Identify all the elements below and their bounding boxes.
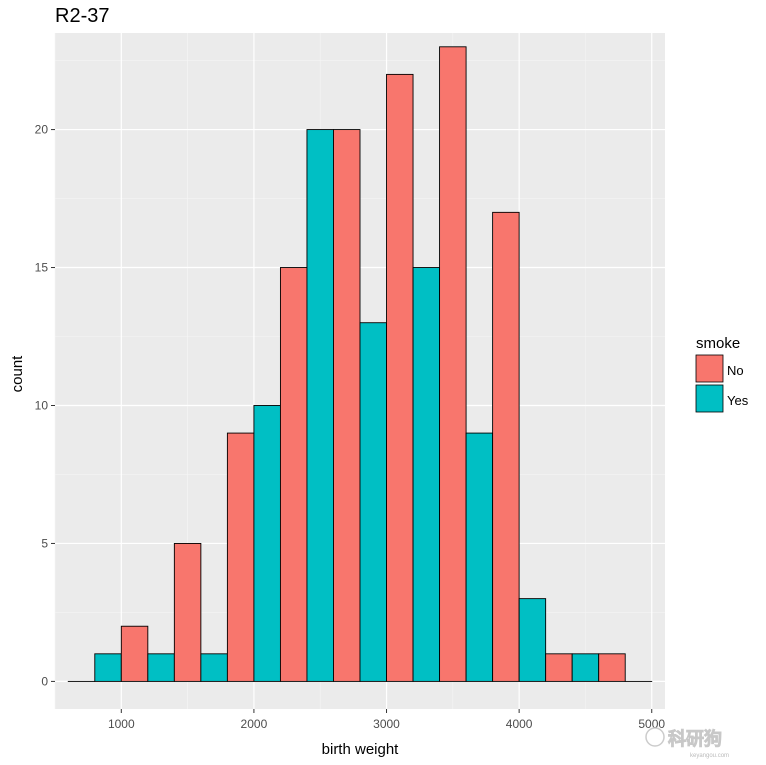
bar-no-2800 — [333, 129, 361, 682]
y-tick-label: 15 — [35, 261, 49, 275]
legend-label-yes: Yes — [727, 393, 749, 408]
y-tick-label: 0 — [41, 674, 48, 688]
legend: smoke No Yes — [695, 335, 749, 413]
bar-yes-4400 — [571, 653, 600, 682]
y-tick-label: 5 — [41, 536, 48, 550]
x-tick-labels: 1000 2000 3000 4000 5000 — [108, 717, 665, 731]
y-tick-labels: 0 5 10 15 20 — [35, 123, 49, 689]
y-tick-label: 10 — [35, 398, 49, 412]
legend-key-yes — [695, 384, 724, 413]
bar-yes-800 — [94, 653, 122, 682]
bar-no-4800 — [598, 653, 626, 682]
x-tick-label: 4000 — [506, 717, 533, 731]
legend-title: smoke — [696, 335, 740, 352]
bar-no-3600 — [439, 46, 467, 682]
bar-yes-2800 — [359, 322, 387, 682]
bar-no-2000 — [226, 432, 255, 682]
watermark-text: 科研狗 — [668, 728, 722, 749]
bar-no-4400 — [545, 653, 573, 682]
watermark-url: keyangou.com — [690, 753, 729, 759]
x-axis-title: birth weight — [322, 741, 400, 758]
bar-yes-2400 — [306, 129, 334, 682]
bars — [67, 46, 653, 682]
legend-key-no — [695, 354, 724, 383]
bar-yes-4000 — [518, 598, 547, 682]
axis-ticks — [51, 129, 653, 713]
x-tick-label: 5000 — [638, 717, 665, 731]
bar-yes-3600 — [465, 432, 494, 682]
bar-no-1600 — [173, 542, 202, 682]
x-tick-label: 3000 — [373, 717, 400, 731]
bar-no-3200 — [386, 73, 414, 682]
bar-no-4000 — [492, 211, 520, 682]
watermark: 科研狗 keyangou.com — [645, 727, 729, 759]
x-tick-label: 2000 — [241, 717, 268, 731]
legend-label-no: No — [727, 363, 744, 378]
x-tick-label: 1000 — [108, 717, 135, 731]
bar-no-1200 — [120, 625, 149, 682]
bar-no-2400 — [279, 267, 308, 682]
bar-yes-3200 — [412, 267, 441, 682]
y-tick-label: 20 — [35, 123, 49, 137]
chart-title: R2-37 — [55, 5, 109, 27]
bar-yes-1600 — [200, 653, 228, 682]
bar-yes-1200 — [147, 653, 175, 682]
watermark-dog-icon — [645, 727, 665, 747]
bar-yes-2000 — [253, 405, 281, 682]
y-axis-title: count — [9, 355, 26, 393]
